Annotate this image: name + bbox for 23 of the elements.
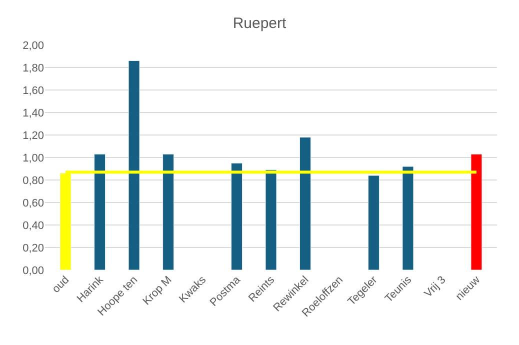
y-tick-label: 0,40 <box>22 220 44 232</box>
bar <box>402 166 414 270</box>
y-tick-label: 1,40 <box>22 107 44 120</box>
y-tick-label: 2,00 <box>22 40 44 52</box>
y-tick-label: 1,80 <box>22 62 44 74</box>
y-tick-label: 1,20 <box>22 130 44 142</box>
bar <box>94 154 106 270</box>
bar <box>300 137 311 270</box>
y-tick-label: 0,00 <box>22 264 44 277</box>
chart-title: Ruepert <box>232 14 288 32</box>
y-tick-label: 1,00 <box>22 152 44 164</box>
y-tick-label: 0,20 <box>22 242 44 254</box>
bar <box>231 162 242 270</box>
x-tick-label: oud <box>50 274 72 296</box>
bar <box>162 154 174 270</box>
bar <box>368 175 380 270</box>
bar <box>265 170 277 270</box>
bar <box>470 154 482 270</box>
y-tick-label: 0,80 <box>22 174 44 187</box>
y-tick-label: 0,60 <box>22 197 44 210</box>
y-tick-label: 1,60 <box>22 84 44 97</box>
x-tick-label: Vrij 3 <box>422 274 448 300</box>
bar <box>128 60 140 270</box>
